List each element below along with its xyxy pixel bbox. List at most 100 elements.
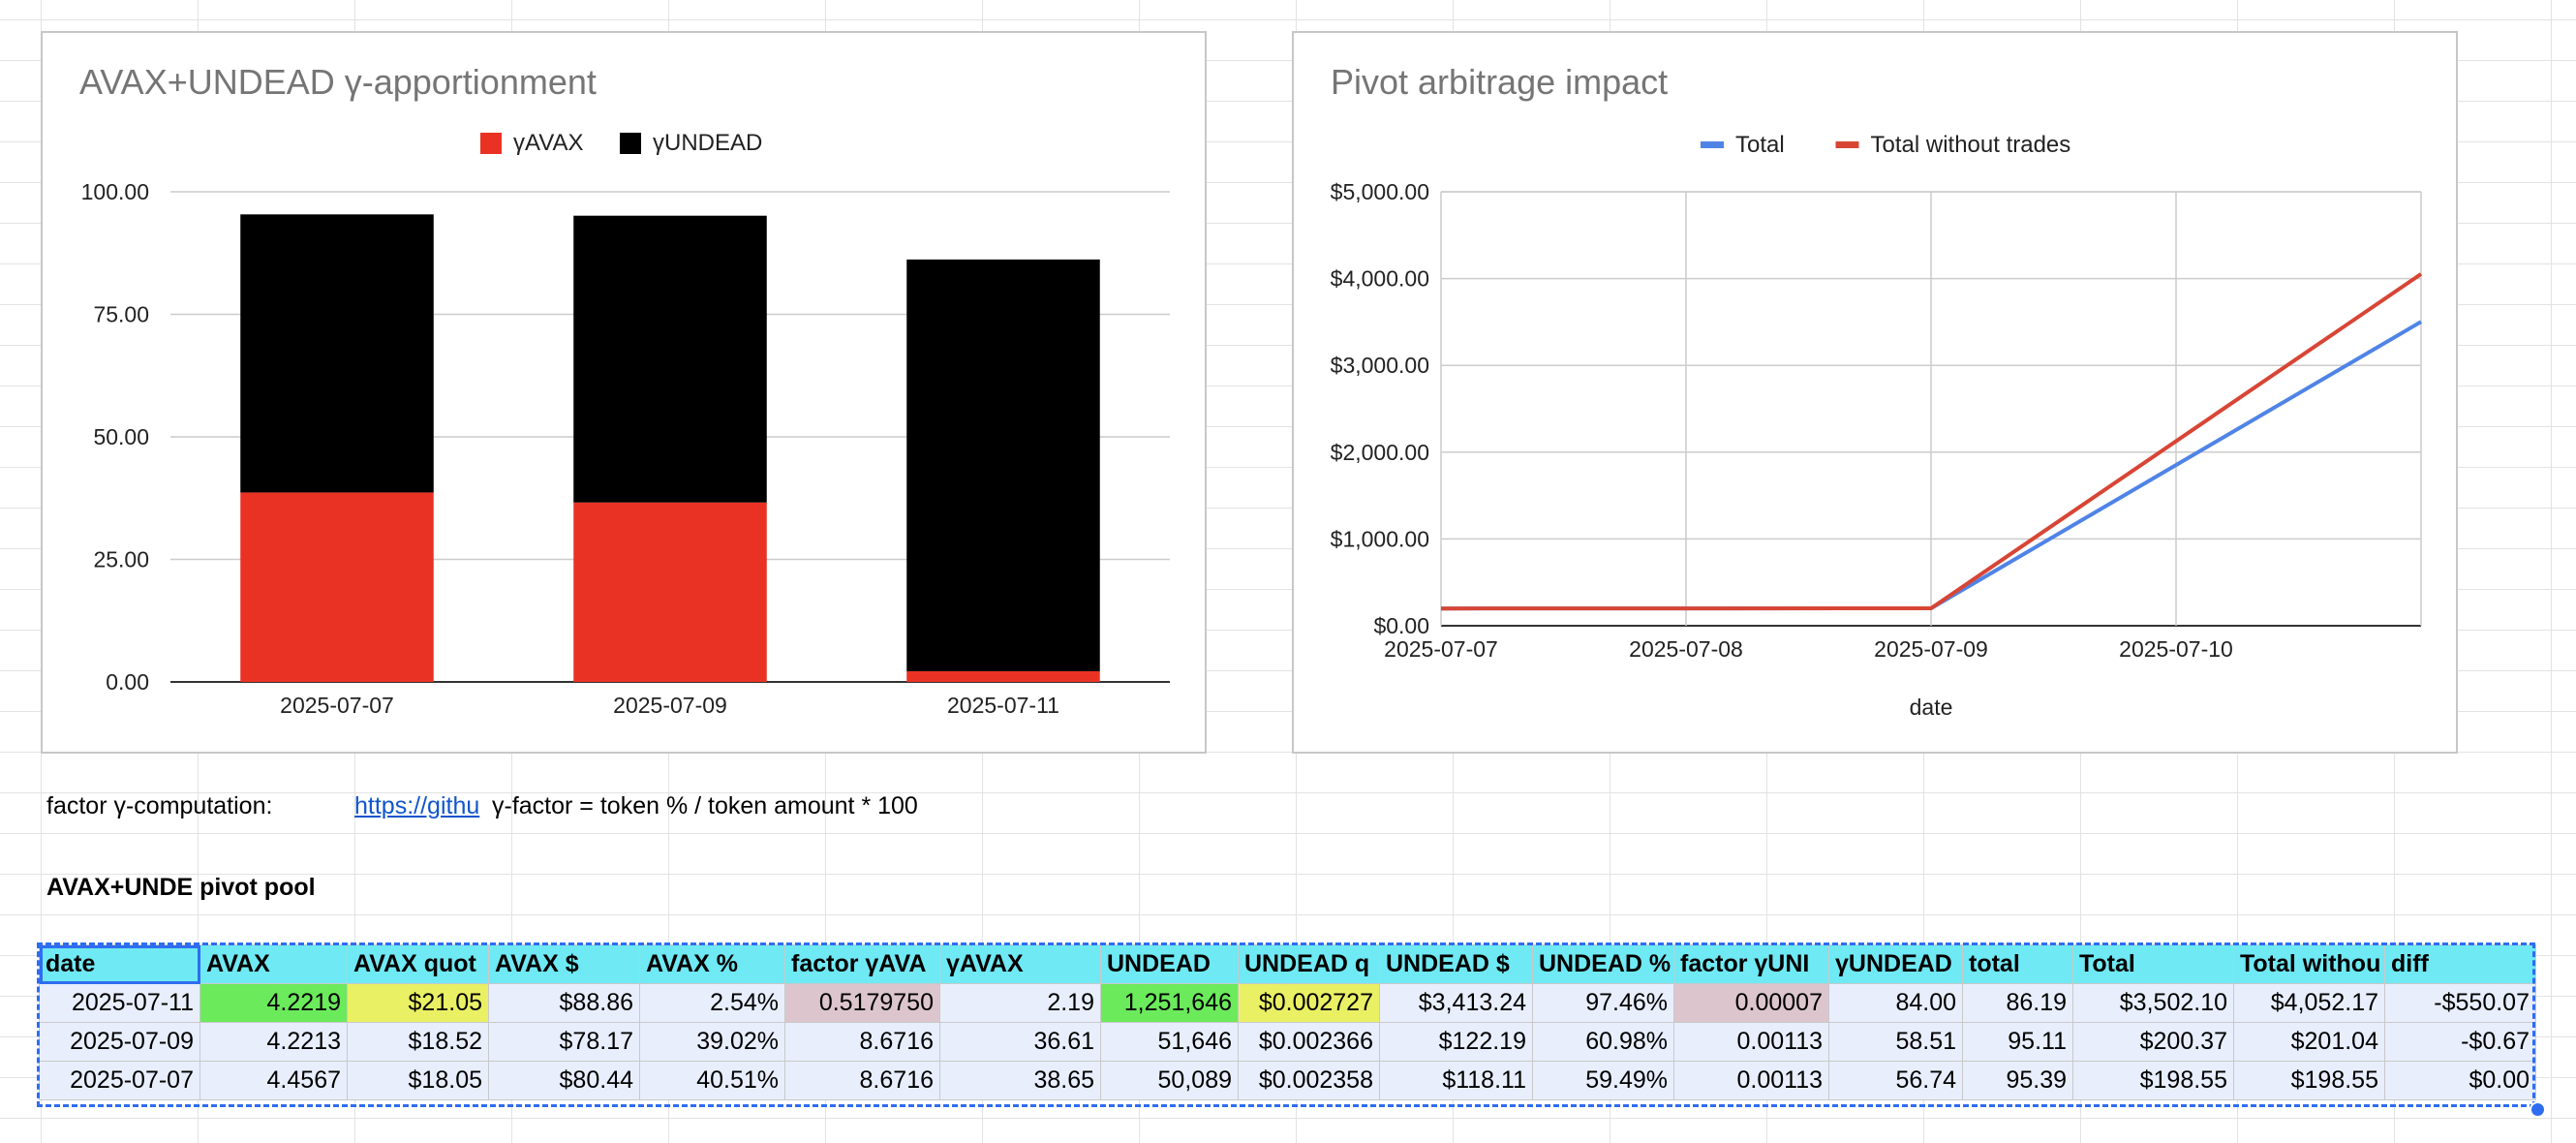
y-tick-label: $5,000.00	[1331, 179, 1429, 204]
table-cell[interactable]: 8.6716	[784, 1061, 940, 1100]
bar-γAVAX-2025-07-11	[906, 670, 1100, 682]
table-header-cell[interactable]: UNDEAD	[1100, 944, 1239, 984]
table-cell[interactable]: $4,052.17	[2233, 983, 2385, 1023]
table-header-cell[interactable]: Total withou	[2233, 944, 2385, 984]
table-cell[interactable]: $122.19	[1379, 1022, 1533, 1062]
y-tick-label: 75.00	[93, 302, 149, 327]
y-tick-label: $3,000.00	[1331, 353, 1429, 378]
legend-label-0: γAVAX	[513, 130, 583, 156]
table-header-cell[interactable]: UNDEAD $	[1379, 944, 1533, 984]
table-header-cell[interactable]: factor γUNI	[1673, 944, 1829, 984]
table-cell[interactable]: 0.5179750	[784, 983, 940, 1023]
table-cell[interactable]: 8.6716	[784, 1022, 940, 1062]
y-tick-label: $4,000.00	[1331, 266, 1429, 292]
table-header-cell[interactable]: date	[39, 944, 200, 984]
table-header-row: date AVAX AVAX quot AVAX $ AVAX % factor γAVA…	[39, 944, 2536, 984]
x-tick-label: 2025-07-09	[613, 693, 727, 718]
table-cell[interactable]: $80.44	[488, 1061, 640, 1100]
table-cell[interactable]: 0.00113	[1673, 1022, 1829, 1062]
table-header-cell[interactable]: UNDEAD q	[1238, 944, 1380, 984]
legend-swatch-0	[480, 133, 502, 154]
table-cell[interactable]: $198.55	[2233, 1061, 2385, 1100]
table-cell[interactable]: $118.11	[1379, 1061, 1533, 1100]
table-cell[interactable]: 4.4567	[199, 1061, 348, 1100]
table-cell[interactable]: $18.05	[347, 1061, 489, 1100]
table-header-cell[interactable]: γUNDEAD	[1828, 944, 1963, 984]
table-cell[interactable]: $78.17	[488, 1022, 640, 1062]
pool-table[interactable]: date AVAX AVAX quot AVAX $ AVAX % factor γAVA…	[39, 944, 2536, 1107]
pivot-impact-chart-title: Pivot arbitrage impact	[1331, 62, 1669, 102]
table-cell[interactable]: 50,089	[1100, 1061, 1239, 1100]
y-tick-label: 100.00	[81, 179, 149, 204]
factor-link[interactable]: https://githu	[354, 792, 480, 819]
apportionment-chart[interactable]: AVAX+UNDEAD γ-apportionment γAVAX γUNDEAD…	[41, 31, 1207, 754]
table-cell[interactable]: $0.002727	[1238, 983, 1380, 1023]
table-cell[interactable]: 4.2219	[199, 983, 348, 1023]
table-cell[interactable]: 2025-07-07	[39, 1061, 200, 1100]
table-cell[interactable]: 1,251,646	[1100, 983, 1239, 1023]
y-tick-label: $1,000.00	[1331, 526, 1429, 551]
table-cell[interactable]: 97.46%	[1532, 983, 1674, 1023]
table-cell[interactable]: $201.04	[2233, 1022, 2385, 1062]
table-cell[interactable]: 0.00007	[1673, 983, 1829, 1023]
table-header-cell[interactable]: total	[1962, 944, 2073, 984]
table-cell[interactable]: 2025-07-11	[39, 983, 200, 1023]
table-cell[interactable]: 40.51%	[639, 1061, 785, 1100]
table-header-cell[interactable]: AVAX $	[488, 944, 640, 984]
table-cell[interactable]: $0.002358	[1238, 1061, 1380, 1100]
pivot-impact-chart[interactable]: Pivot arbitrage impact Total Total withou…	[1292, 31, 2458, 754]
table-cell[interactable]: 84.00	[1828, 983, 1963, 1023]
table-cell[interactable]: 2.54%	[639, 983, 785, 1023]
table-cell[interactable]: $0.00	[2384, 1061, 2536, 1100]
table-cell[interactable]: 39.02%	[639, 1022, 785, 1062]
table-header-cell[interactable]: factor γAVA	[784, 944, 940, 984]
table-row: 2025-07-07 4.4567 $18.05 $80.44 40.51% 8.6716…	[39, 1061, 2536, 1100]
table-row: 2025-07-09 4.2213 $18.52 $78.17 39.02% 8.6716…	[39, 1022, 2536, 1062]
table-cell[interactable]: 95.11	[1962, 1022, 2073, 1062]
table-cell[interactable]: 4.2213	[199, 1022, 348, 1062]
table-cell[interactable]: 36.61	[939, 1022, 1101, 1062]
table-cell[interactable]: $3,413.24	[1379, 983, 1533, 1023]
table-cell[interactable]: 56.74	[1828, 1061, 1963, 1100]
legend-label-1: Total without trades	[1871, 132, 2071, 158]
table-cell[interactable]: 95.39	[1962, 1061, 2073, 1100]
bar-γUNDEAD-2025-07-11	[906, 259, 1100, 671]
table-cell[interactable]: 60.98%	[1532, 1022, 1674, 1062]
x-tick-label: 2025-07-07	[280, 693, 394, 718]
table-header-cell[interactable]: AVAX %	[639, 944, 785, 984]
bar-γUNDEAD-2025-07-09	[573, 215, 767, 503]
table-header-cell[interactable]: γAVAX	[939, 944, 1101, 984]
pool-title: AVAX+UNDE pivot pool	[46, 874, 316, 901]
selection-fill-handle[interactable]	[2530, 1101, 2546, 1118]
y-tick-label: 0.00	[106, 669, 149, 695]
factor-label: factor γ-computation:	[46, 792, 273, 819]
legend-swatch-1	[620, 133, 641, 154]
table-cell[interactable]: 51,646	[1100, 1022, 1239, 1062]
table-cell[interactable]: -$0.67	[2384, 1022, 2536, 1062]
table-cell[interactable]: 2.19	[939, 983, 1101, 1023]
table-cell[interactable]: 59.49%	[1532, 1061, 1674, 1100]
legend-label-0: Total	[1735, 132, 1785, 158]
table-cell[interactable]: 38.65	[939, 1061, 1101, 1100]
table-cell[interactable]: $0.002366	[1238, 1022, 1380, 1062]
table-cell[interactable]: 2025-07-09	[39, 1022, 200, 1062]
table-header-cell[interactable]: diff	[2384, 944, 2536, 984]
legend-label-1: γUNDEAD	[653, 130, 762, 156]
table-cell[interactable]: 0.00113	[1673, 1061, 1829, 1100]
series-line-1	[1440, 272, 2423, 611]
table-cell[interactable]: $88.86	[488, 983, 640, 1023]
table-cell[interactable]: $3,502.10	[2072, 983, 2234, 1023]
apportionment-chart-svg: γAVAX γUNDEAD 0.00 25.00 50.00 75.00 100.00 202…	[81, 130, 1170, 718]
table-cell[interactable]: $18.52	[347, 1022, 489, 1062]
table-header-cell[interactable]: UNDEAD %	[1532, 944, 1674, 984]
y-tick-label: 25.00	[93, 547, 149, 572]
table-header-cell[interactable]: Total	[2072, 944, 2234, 984]
table-cell[interactable]: -$550.07	[2384, 983, 2536, 1023]
table-cell[interactable]: $21.05	[347, 983, 489, 1023]
table-cell[interactable]: $200.37	[2072, 1022, 2234, 1062]
table-cell[interactable]: 86.19	[1962, 983, 2073, 1023]
table-cell[interactable]: $198.55	[2072, 1061, 2234, 1100]
table-cell[interactable]: 58.51	[1828, 1022, 1963, 1062]
table-header-cell[interactable]: AVAX	[199, 944, 348, 984]
table-header-cell[interactable]: AVAX quot	[347, 944, 489, 984]
